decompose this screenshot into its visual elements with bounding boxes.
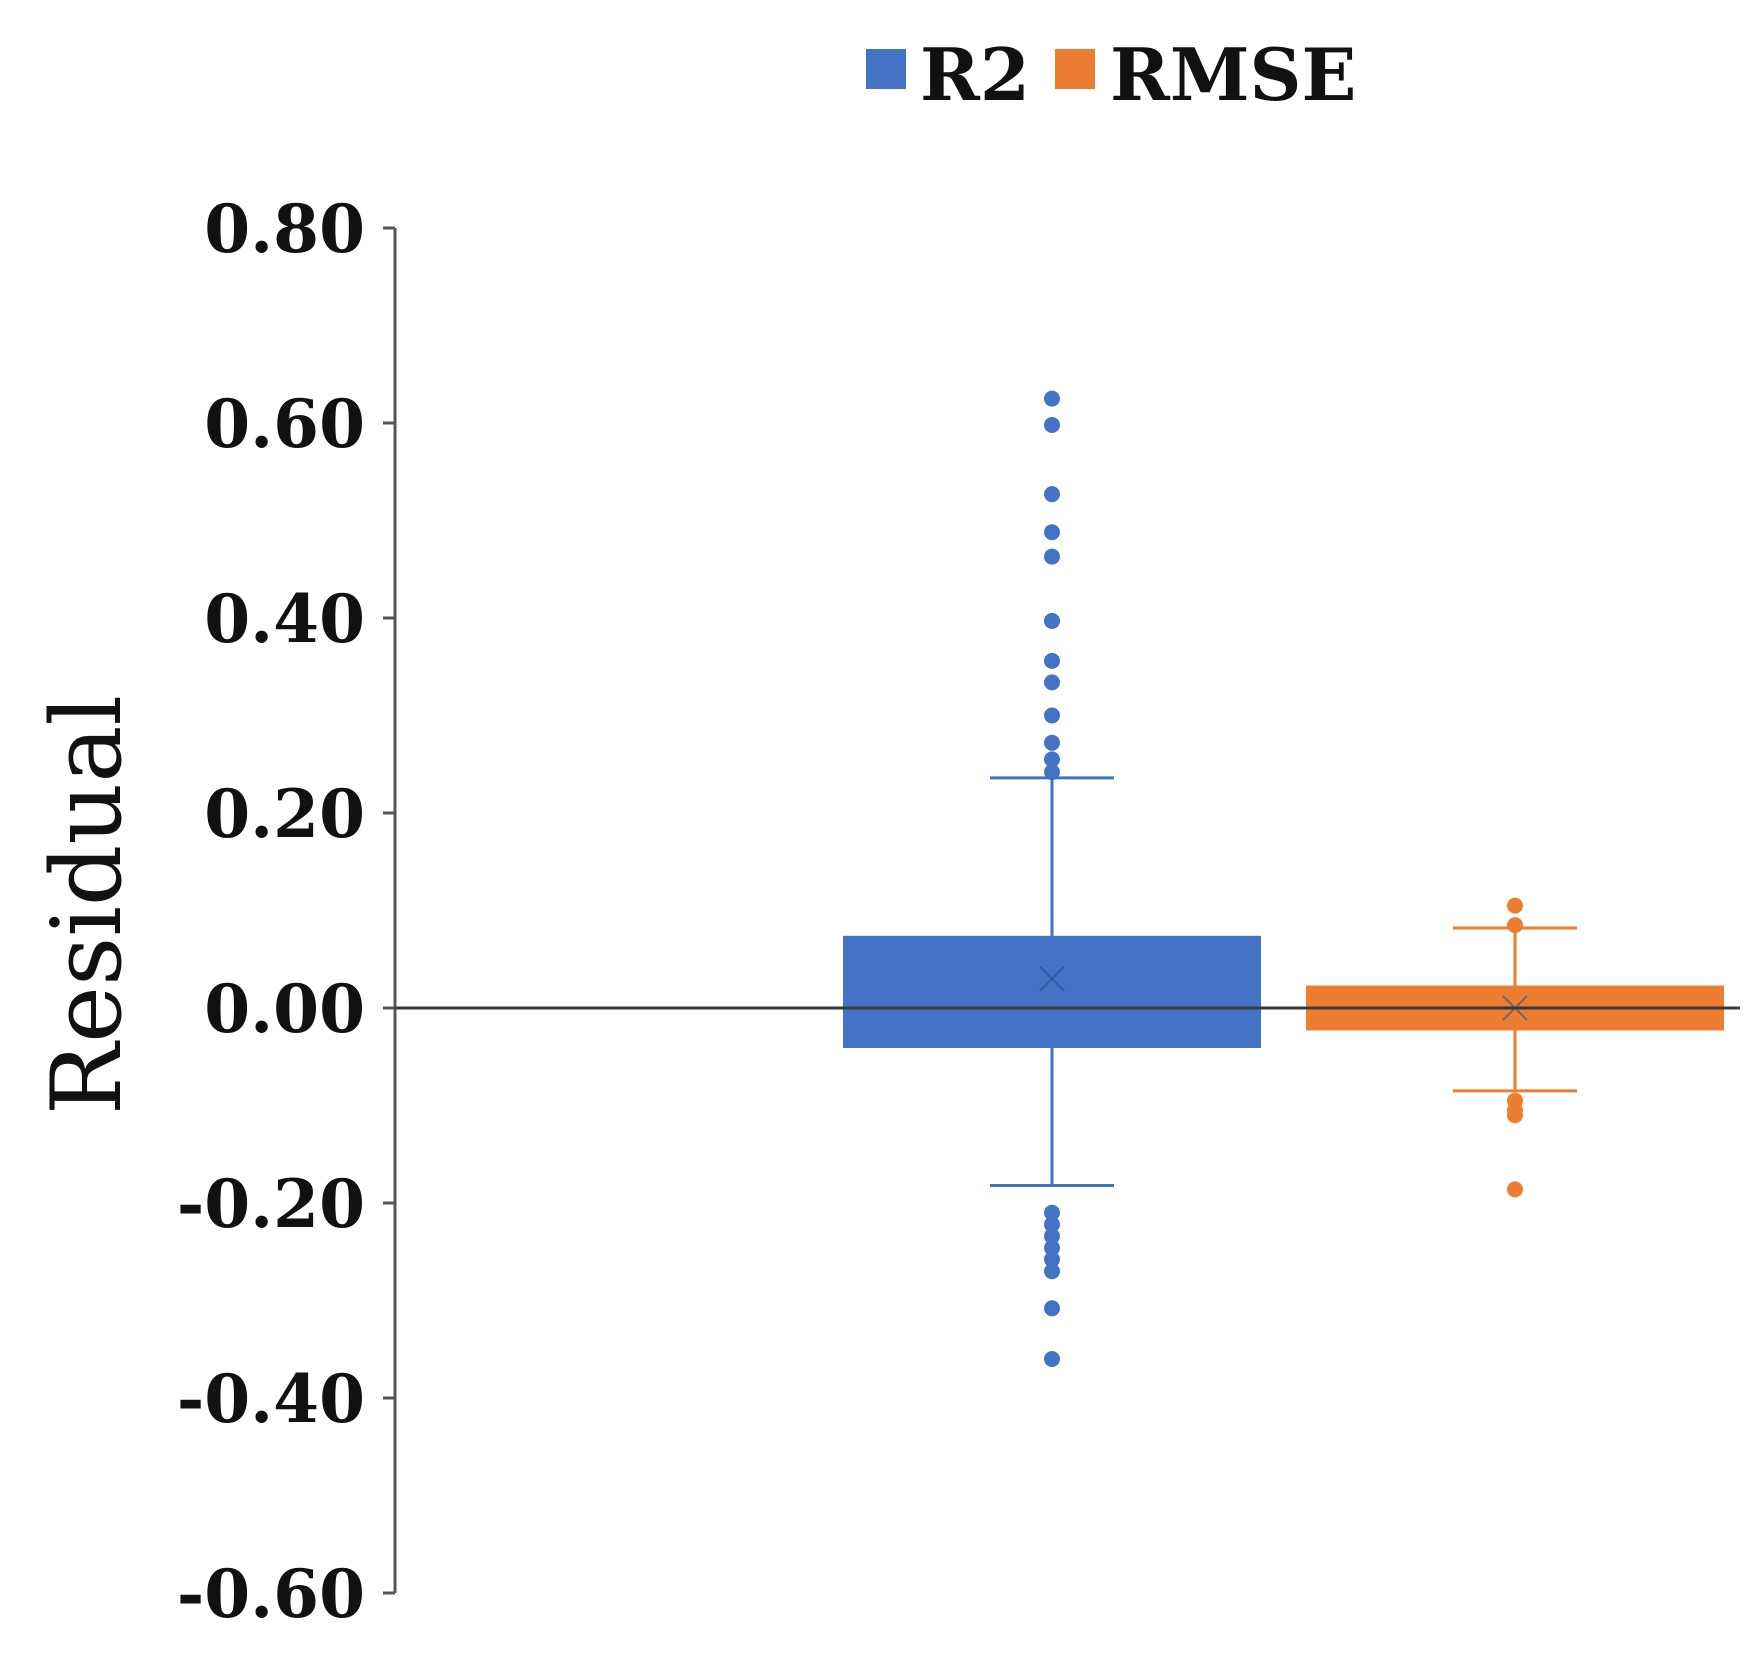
legend-swatch-r2 [866, 49, 906, 89]
r2-outlier-point [1044, 1251, 1060, 1268]
y-tick-label: 0.60 [204, 385, 365, 463]
legend-label-rmse: RMSE [1110, 32, 1356, 117]
r2-outlier-point [1044, 652, 1060, 669]
legend: R2 RMSE [866, 32, 1356, 117]
r2-outlier-point [1044, 1216, 1060, 1233]
r2-outlier-point [1044, 612, 1060, 629]
y-tick-label: 0.40 [204, 580, 365, 658]
r2-outlier-point [1044, 390, 1060, 407]
r2-box [843, 935, 1261, 1049]
rmse-outlier-point [1507, 1107, 1523, 1124]
y-tick-label: 0.80 [204, 190, 365, 268]
r2-outlier-point [1044, 1351, 1060, 1367]
r2-outlier-point [1044, 707, 1060, 724]
r2-outlier-point [1044, 1228, 1060, 1245]
r2-outlier-point [1044, 1239, 1060, 1256]
rmse-outlier-point [1507, 897, 1523, 914]
rmse-outlier-point [1507, 917, 1523, 934]
r2-outlier-point [1044, 1204, 1060, 1221]
y-tick-label: 0.00 [204, 970, 365, 1048]
y-axis-label: Residual [31, 695, 143, 1115]
r2-outlier-point [1044, 1300, 1060, 1317]
box-plot-series-group [843, 390, 1724, 1367]
r2-outlier-point [1044, 764, 1060, 781]
r2-outlier-point [1044, 416, 1060, 433]
r2-outlier-point [1044, 674, 1060, 691]
y-tick-label: 0.20 [204, 775, 365, 853]
rmse-outlier-point [1507, 1181, 1523, 1198]
r2-outlier-point [1044, 486, 1060, 503]
r2-outlier-point [1044, 1263, 1060, 1280]
y-axis-ticks: 0.80 0.60 0.40 0.20 0.00 -0.20 -0.40 -0.… [177, 190, 395, 1633]
r2-outlier-point [1044, 524, 1060, 541]
r2-outlier-point [1044, 751, 1060, 768]
r2-mean-marker [1039, 966, 1065, 992]
r2-outlier-point [1044, 548, 1060, 565]
y-tick-label: -0.20 [177, 1165, 365, 1243]
legend-label-r2: R2 [920, 32, 1030, 117]
legend-swatch-rmse [1055, 49, 1095, 89]
y-tick-label: -0.60 [177, 1555, 365, 1633]
y-tick-label: -0.40 [177, 1360, 365, 1438]
r2-outlier-point [1044, 734, 1060, 751]
